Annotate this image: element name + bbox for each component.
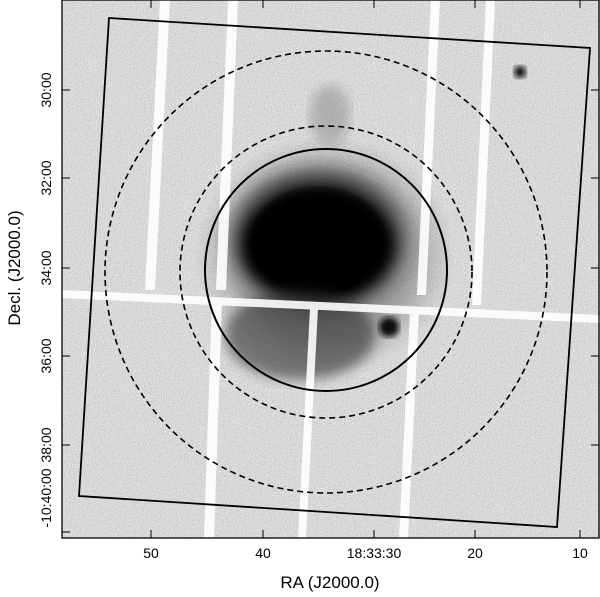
x-axis	[150, 0, 581, 538]
extraction-circle	[204, 148, 448, 392]
x-tick-labels: 50 40 18:33:30 20 10	[143, 545, 588, 561]
x-tick-label: 10	[572, 545, 588, 561]
x-axis-title: RA (J2000.0)	[280, 573, 379, 592]
source-lower-lobe	[225, 290, 375, 380]
outer-dashed-circle	[104, 50, 548, 494]
y-tick-labels: 30:00 32:00 34:00 36:00 38:00 -10:40:00	[38, 72, 54, 527]
x-tick-label: 50	[143, 545, 159, 561]
image-panel	[62, 0, 600, 538]
source-upper-faint	[310, 85, 350, 145]
y-tick-label: 38:00	[38, 427, 54, 462]
source-core-inner	[243, 190, 393, 300]
field-of-view-square	[78, 17, 591, 528]
point-source-bright	[379, 317, 399, 337]
y-axis	[62, 89, 599, 533]
y-tick-label: -10:40:00	[38, 468, 54, 527]
point-source-corner	[514, 66, 526, 78]
inner-dashed-circle	[179, 125, 473, 419]
y-axis-title: Decl. (J2000.0)	[5, 210, 24, 325]
y-tick-label: 32:00	[38, 160, 54, 195]
x-tick-label: 20	[467, 545, 483, 561]
x-tick-label: 40	[255, 545, 271, 561]
plot-frame	[61, 0, 600, 539]
y-tick-label: 36:00	[38, 338, 54, 373]
overlays	[78, 17, 591, 528]
x-tick-label: 18:33:30	[347, 545, 402, 561]
y-tick-label: 34:00	[38, 250, 54, 285]
y-tick-label: 30:00	[38, 72, 54, 107]
